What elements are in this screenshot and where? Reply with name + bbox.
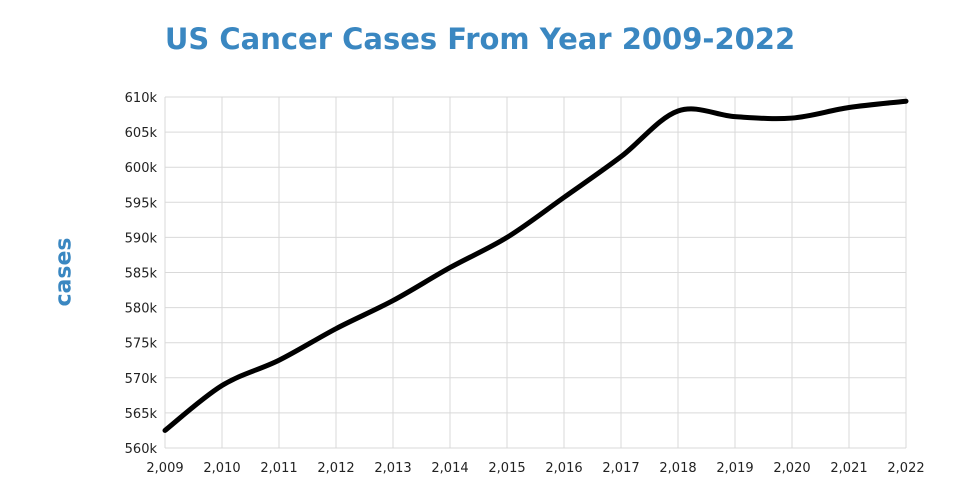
series-line: [162, 98, 909, 433]
x-tick-label: 2,016: [545, 461, 582, 476]
y-tick-label: 565k: [125, 407, 158, 422]
y-tick-label: 560k: [125, 442, 158, 457]
y-tick-label: 610k: [125, 91, 158, 106]
chart-title: US Cancer Cases From Year 2009-2022: [164, 22, 796, 56]
y-tick-label: 590k: [125, 231, 158, 246]
x-tick-label: 2,015: [488, 461, 525, 476]
y-tick-label: 595k: [125, 196, 158, 211]
x-tick-label: 2,009: [146, 461, 183, 476]
x-tick-label: 2,020: [773, 461, 810, 476]
x-tick-label: 2,018: [659, 461, 696, 476]
x-tick-label: 2,010: [203, 461, 240, 476]
x-tick-label: 2,012: [317, 461, 354, 476]
x-tick-label: 2,013: [374, 461, 411, 476]
x-tick-label: 2,022: [887, 461, 924, 476]
x-tick-label: 2,011: [260, 461, 297, 476]
x-tick-label: 2,019: [716, 461, 753, 476]
y-tick-label: 605k: [125, 126, 158, 141]
y-tick-label: 585k: [125, 267, 158, 282]
series-layer: [162, 98, 909, 433]
x-tick-label: 2,021: [830, 461, 867, 476]
y-tick-label: 575k: [125, 337, 158, 352]
y-tick-label: 570k: [125, 372, 158, 387]
grid: [164, 96, 907, 449]
y-tick-label: 580k: [125, 302, 158, 317]
x-tick-label: 2,017: [602, 461, 639, 476]
x-tick-label: 2,014: [431, 461, 468, 476]
tick-labels: 560k 565k 570k 575k 580k 585k 590k 595k 600k 605k…: [125, 91, 925, 476]
y-tick-label: 600k: [125, 161, 158, 176]
